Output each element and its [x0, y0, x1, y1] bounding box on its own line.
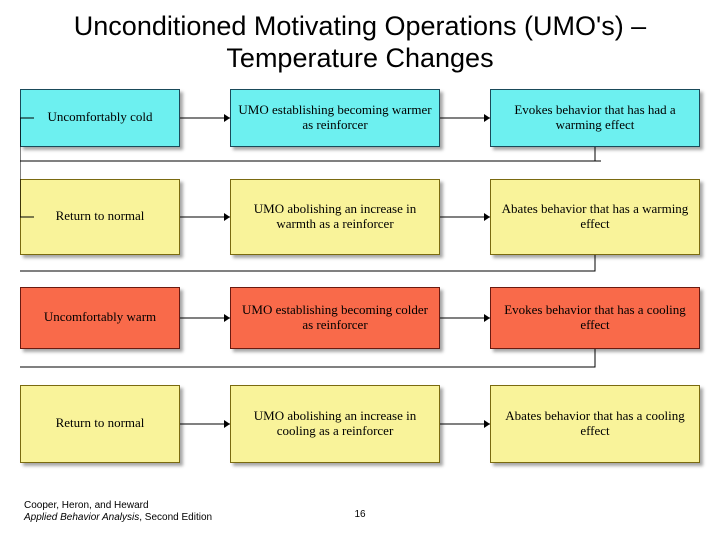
footer-book-title: Applied Behavior Analysis — [24, 512, 139, 523]
box-evokes-cooling: Evokes behavior that has a cooling effec… — [490, 287, 700, 349]
box-return-normal-1: Return to normal — [20, 179, 180, 255]
flow-diagram: Uncomfortably cold UMO establishing beco… — [20, 89, 700, 479]
diagram-row-3: Uncomfortably warm UMO establishing beco… — [20, 287, 700, 349]
footer-authors: Cooper, Heron, and Heward — [24, 500, 149, 511]
box-umo-establish-warm: UMO establishing becoming warmer as rein… — [230, 89, 440, 147]
page-title: Unconditioned Motivating Operations (UMO… — [0, 0, 720, 89]
box-abates-warming: Abates behavior that has a warming effec… — [490, 179, 700, 255]
box-evokes-warming: Evokes behavior that has had a warming e… — [490, 89, 700, 147]
box-umo-abolish-cool: UMO abolishing an increase in cooling as… — [230, 385, 440, 463]
box-abates-cooling: Abates behavior that has a cooling effec… — [490, 385, 700, 463]
box-umo-abolish-warm: UMO abolishing an increase in warmth as … — [230, 179, 440, 255]
page-number: 16 — [354, 509, 365, 520]
footer-citation: Cooper, Heron, and Heward Applied Behavi… — [24, 500, 212, 524]
box-uncomfortably-cold: Uncomfortably cold — [20, 89, 180, 147]
footer-edition: , Second Edition — [139, 512, 212, 523]
box-return-normal-2: Return to normal — [20, 385, 180, 463]
diagram-row-4: Return to normal UMO abolishing an incre… — [20, 385, 700, 463]
box-uncomfortably-warm: Uncomfortably warm — [20, 287, 180, 349]
diagram-row-1: Uncomfortably cold UMO establishing beco… — [20, 89, 700, 147]
diagram-row-2: Return to normal UMO abolishing an incre… — [20, 179, 700, 255]
box-umo-establish-cool: UMO establishing becoming colder as rein… — [230, 287, 440, 349]
